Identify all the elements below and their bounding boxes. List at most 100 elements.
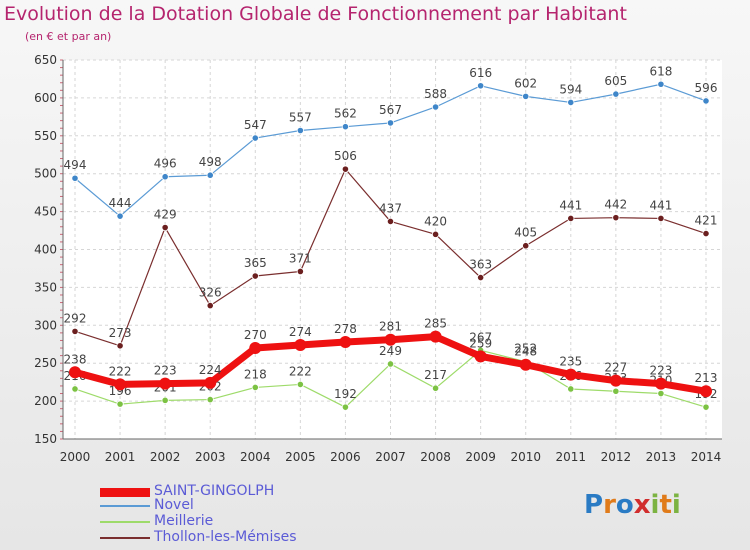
data-label: 437 [379, 201, 402, 215]
y-tick-label: 400 [34, 243, 57, 257]
legend-label-meillerie: Meillerie [154, 513, 214, 529]
data-point [431, 230, 440, 238]
data-point [386, 217, 395, 226]
data-label: 365 [244, 256, 267, 270]
data-label: 292 [64, 311, 87, 325]
data-point [161, 396, 169, 404]
y-tick-label: 250 [34, 356, 57, 370]
data-label: 273 [109, 326, 132, 340]
data-point [609, 374, 622, 387]
data-point [251, 383, 259, 392]
data-point [477, 273, 485, 282]
data-label: 222 [109, 364, 132, 378]
data-label: 278 [334, 322, 357, 336]
data-label: 223 [154, 364, 177, 378]
data-label: 218 [244, 367, 267, 381]
data-point [296, 380, 304, 389]
legend-label-novel: Novel [154, 497, 194, 513]
data-point [71, 327, 79, 335]
data-point [564, 368, 577, 381]
data-point [654, 377, 667, 390]
data-label: 506 [334, 149, 357, 163]
x-tick-label: 2004 [240, 450, 271, 464]
data-label: 192 [334, 387, 357, 401]
data-label: 547 [244, 118, 267, 132]
data-point [612, 90, 620, 98]
data-label: 217 [424, 368, 447, 382]
data-point [251, 134, 259, 142]
data-point [700, 385, 712, 398]
legend-label-thollon: Thollon-les-Mémises [154, 529, 297, 545]
x-tick-label: 2013 [646, 450, 677, 464]
y-tick-label: 450 [34, 205, 57, 219]
x-tick-label: 2008 [420, 450, 451, 464]
data-point [657, 389, 665, 398]
legend-label-saint-gingolph: SAINT-GINGOLPH [154, 483, 275, 499]
y-tick-label: 550 [34, 129, 57, 143]
data-label: 494 [64, 158, 87, 172]
data-point [161, 223, 169, 232]
data-point [71, 174, 79, 182]
x-tick-label: 2000 [60, 450, 91, 464]
data-label: 618 [649, 64, 672, 78]
data-label: 259 [469, 336, 492, 350]
data-point [159, 377, 172, 390]
data-point [249, 342, 262, 355]
data-label: 596 [695, 81, 718, 95]
data-label: 249 [379, 344, 402, 358]
y-tick-label: 500 [34, 167, 57, 181]
data-point [206, 171, 214, 179]
logo-letter: o [615, 490, 634, 520]
logo-letter: i [671, 490, 681, 520]
data-label: 213 [695, 371, 718, 385]
data-point [612, 214, 620, 222]
data-point [294, 339, 307, 352]
data-label: 602 [514, 76, 537, 90]
x-tick-label: 2005 [285, 450, 316, 464]
data-point [116, 212, 124, 220]
data-point [161, 173, 169, 181]
x-tick-label: 2007 [375, 450, 406, 464]
data-label: 594 [559, 82, 582, 96]
data-point [657, 80, 665, 88]
data-label: 562 [334, 107, 357, 121]
data-label: 441 [559, 198, 582, 212]
data-point [341, 123, 350, 131]
data-label: 444 [109, 196, 132, 210]
legend-swatch-thollon [100, 537, 150, 539]
y-tick-label: 650 [34, 53, 57, 67]
data-point [474, 350, 487, 363]
data-point [296, 267, 304, 276]
x-tick-label: 2011 [556, 450, 587, 464]
data-point [69, 366, 81, 379]
data-label: 567 [379, 103, 402, 117]
data-point [296, 126, 304, 135]
data-point [567, 385, 575, 393]
data-label: 224 [199, 363, 222, 377]
data-label: 274 [289, 325, 312, 339]
data-point [116, 342, 124, 350]
data-point [204, 376, 217, 389]
data-label: 285 [424, 317, 447, 331]
logo-letter: r [603, 490, 616, 520]
data-label: 496 [154, 157, 177, 171]
data-label: 429 [154, 208, 177, 222]
data-label: 248 [514, 345, 537, 359]
x-tick-label: 2014 [691, 450, 722, 464]
data-point [567, 98, 575, 107]
x-tick-label: 2002 [150, 450, 181, 464]
data-label: 557 [289, 110, 312, 124]
x-tick-label: 2001 [105, 450, 136, 464]
y-tick-label: 200 [34, 394, 57, 408]
data-point [702, 403, 710, 411]
data-point [522, 242, 530, 250]
logo-letter: t [659, 490, 672, 520]
y-tick-label: 150 [34, 432, 57, 446]
data-point [339, 335, 352, 348]
data-label: 235 [559, 355, 582, 369]
data-point [431, 103, 440, 111]
data-label: 238 [64, 352, 87, 366]
data-label: 222 [289, 364, 312, 378]
